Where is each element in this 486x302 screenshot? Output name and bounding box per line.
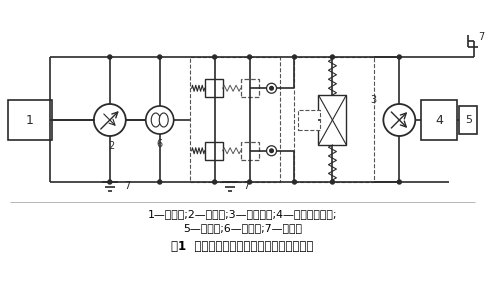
Text: 3: 3 <box>370 95 377 105</box>
Circle shape <box>383 104 416 136</box>
Text: 5: 5 <box>465 115 472 125</box>
Text: 7: 7 <box>243 181 250 191</box>
Bar <box>8 100 52 140</box>
Text: 7: 7 <box>478 32 485 42</box>
Circle shape <box>270 149 273 153</box>
Circle shape <box>158 55 162 59</box>
Circle shape <box>247 180 252 184</box>
Circle shape <box>293 55 296 59</box>
Circle shape <box>247 55 252 59</box>
Circle shape <box>94 104 126 136</box>
Circle shape <box>398 180 401 184</box>
Circle shape <box>158 180 162 184</box>
Bar <box>421 100 457 140</box>
Circle shape <box>293 180 296 184</box>
Bar <box>205 79 223 97</box>
Bar <box>295 57 374 182</box>
Bar <box>190 57 279 182</box>
Text: 7: 7 <box>124 181 130 191</box>
Bar <box>298 110 320 130</box>
Bar <box>205 142 223 160</box>
Ellipse shape <box>151 113 160 127</box>
Text: 2: 2 <box>109 141 115 151</box>
Circle shape <box>146 106 174 134</box>
Bar <box>241 142 259 160</box>
Text: 5—驱动轮;6—补油泵;7—油筱。: 5—驱动轮;6—补油泵;7—油筱。 <box>183 223 302 233</box>
Circle shape <box>330 180 334 184</box>
Circle shape <box>108 55 112 59</box>
Text: 1: 1 <box>26 114 34 127</box>
Circle shape <box>266 146 277 156</box>
Circle shape <box>213 55 217 59</box>
Circle shape <box>108 180 112 184</box>
Text: 1—发动机;2—闭式泵;3—液压马达;4—轮边传动机构;: 1—发动机;2—闭式泵;3—液压马达;4—轮边传动机构; <box>148 209 337 219</box>
Circle shape <box>398 55 401 59</box>
Text: 4: 4 <box>435 114 443 127</box>
Ellipse shape <box>159 113 168 127</box>
Text: 6: 6 <box>156 139 163 149</box>
Bar <box>318 95 347 145</box>
Text: 图1  静液压驱动回路的一般构成原理示意图: 图1 静液压驱动回路的一般构成原理示意图 <box>172 239 314 252</box>
Bar <box>459 106 477 134</box>
Circle shape <box>213 180 217 184</box>
Circle shape <box>270 86 273 90</box>
Bar <box>241 79 259 97</box>
Circle shape <box>330 55 334 59</box>
Circle shape <box>266 83 277 93</box>
